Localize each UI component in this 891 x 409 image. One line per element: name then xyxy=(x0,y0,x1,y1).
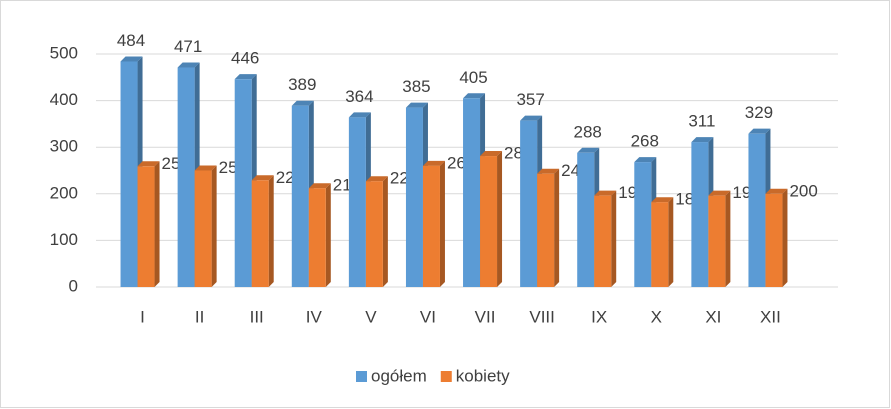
x-tick-label: X xyxy=(651,307,662,326)
x-tick-label: I xyxy=(140,307,145,326)
y-tick-label: 100 xyxy=(50,230,78,249)
data-label: 405 xyxy=(459,68,487,87)
bar-side xyxy=(782,188,788,287)
data-label: 311 xyxy=(688,112,715,131)
x-tick-label: VI xyxy=(420,307,436,326)
bar-top xyxy=(634,157,657,163)
bar-top xyxy=(577,147,600,153)
bar xyxy=(177,67,195,287)
bar xyxy=(577,152,595,287)
bar xyxy=(520,120,538,287)
x-tick-label: VIII xyxy=(529,307,555,326)
bar-side xyxy=(268,175,274,287)
bar xyxy=(463,98,481,288)
bar xyxy=(405,107,423,287)
y-tick-label: 300 xyxy=(50,137,78,156)
bar-top xyxy=(177,62,200,68)
bar-side xyxy=(211,165,217,287)
data-label: 357 xyxy=(516,90,544,109)
bar-top xyxy=(120,56,143,62)
bar-top xyxy=(765,188,788,194)
bar-top xyxy=(308,183,331,189)
data-label: 484 xyxy=(117,31,145,50)
data-label: 446 xyxy=(231,49,259,68)
bar-top xyxy=(405,102,428,108)
bar-top xyxy=(365,176,388,182)
legend-swatch xyxy=(356,371,367,382)
bar xyxy=(537,173,555,287)
bar-top xyxy=(194,165,217,171)
data-label: 288 xyxy=(574,122,602,141)
bar-top xyxy=(708,190,731,196)
bar xyxy=(748,133,766,287)
bar xyxy=(651,202,669,287)
bar xyxy=(708,195,726,287)
bar-side xyxy=(497,151,503,287)
data-label: 364 xyxy=(345,87,373,106)
bar xyxy=(765,193,783,287)
bar xyxy=(291,105,309,287)
bar-side xyxy=(439,160,445,287)
bar-top xyxy=(234,74,257,80)
data-label: 200 xyxy=(789,181,817,200)
x-tick-label: IX xyxy=(591,307,607,326)
legend-swatch xyxy=(440,371,452,382)
x-tick-label: V xyxy=(365,307,377,326)
bar xyxy=(422,165,440,287)
bar-side xyxy=(325,183,331,287)
data-label: 268 xyxy=(631,132,659,151)
bar xyxy=(691,142,709,287)
bar xyxy=(137,166,155,287)
legend-label: ogółem xyxy=(371,366,427,385)
bar-top xyxy=(537,168,560,174)
x-tick-label: XI xyxy=(705,307,721,326)
bar xyxy=(634,162,652,287)
bar-side xyxy=(382,176,388,287)
bar-top xyxy=(291,100,314,106)
bar-top xyxy=(691,137,714,143)
bar-top xyxy=(348,112,371,118)
y-tick-label: 0 xyxy=(69,276,78,295)
x-tick-label: IV xyxy=(306,307,323,326)
bar xyxy=(194,170,212,287)
bar-top xyxy=(463,93,486,99)
bar-side xyxy=(725,190,731,287)
data-label: 389 xyxy=(288,75,316,94)
bar xyxy=(348,117,366,287)
bar-top xyxy=(594,190,617,196)
bar-side xyxy=(611,190,617,287)
bar-top xyxy=(422,160,445,166)
bar xyxy=(234,79,252,287)
bar-side xyxy=(554,168,560,287)
legend-label: kobiety xyxy=(456,366,510,385)
bar-top xyxy=(651,197,674,203)
x-tick-label: II xyxy=(195,307,204,326)
bar xyxy=(120,61,138,288)
bar xyxy=(365,181,383,287)
bar-top xyxy=(748,128,771,134)
bar-top xyxy=(480,151,503,157)
y-tick-label: 200 xyxy=(50,183,78,202)
data-label: 329 xyxy=(745,103,773,122)
x-tick-label: XII xyxy=(760,307,781,326)
y-tick-label: 500 xyxy=(50,43,78,62)
bar xyxy=(251,180,269,287)
bar-top xyxy=(137,161,160,167)
bar xyxy=(308,188,326,287)
y-tick-label: 400 xyxy=(50,90,78,109)
data-label: 471 xyxy=(174,37,202,56)
data-label: 385 xyxy=(402,77,430,96)
x-tick-label: III xyxy=(250,307,264,326)
bar xyxy=(480,156,498,287)
x-tick-label: VII xyxy=(475,307,496,326)
bar-side xyxy=(668,197,674,287)
bar-top xyxy=(520,115,543,121)
bar-side xyxy=(154,161,160,287)
bar-top xyxy=(251,175,274,181)
bar xyxy=(594,195,612,287)
